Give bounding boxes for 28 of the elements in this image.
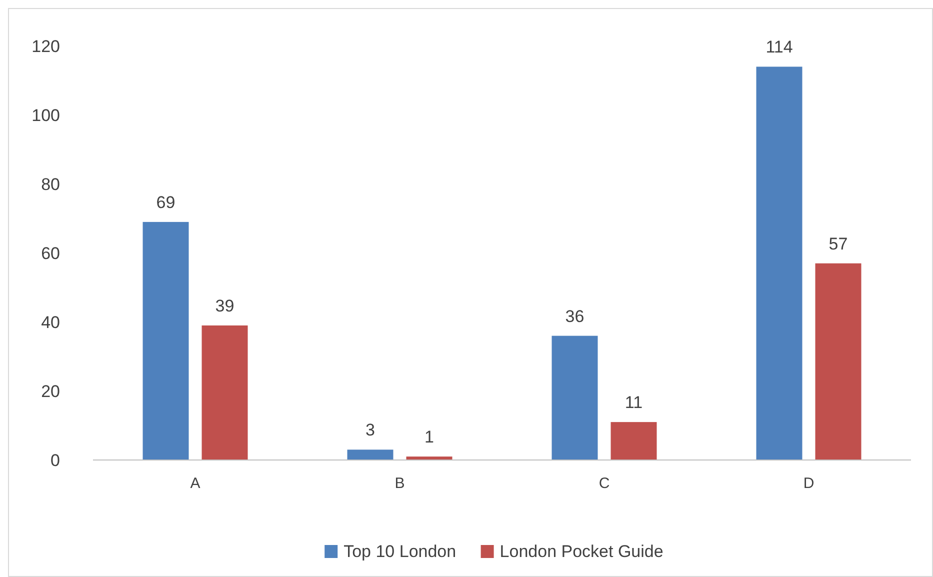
y-tick-label: 20	[41, 382, 60, 401]
y-tick-label: 40	[41, 313, 60, 332]
data-label: 1	[424, 428, 434, 447]
y-tick-label: 120	[32, 37, 60, 56]
x-tick-label: C	[598, 475, 610, 492]
data-label: 39	[215, 296, 234, 316]
x-tick-label: A	[190, 475, 200, 492]
bar	[610, 422, 657, 460]
data-label: 69	[156, 192, 176, 212]
bar	[142, 222, 189, 460]
legend-label: London Pocket Guide	[500, 542, 664, 561]
data-label: 36	[565, 306, 584, 326]
bar	[756, 66, 802, 460]
y-tick-label: 80	[41, 175, 60, 194]
data-label: 114	[766, 38, 793, 57]
data-label: 11	[624, 393, 643, 412]
y-tick-label: 100	[32, 106, 60, 125]
y-tick-label: 0	[50, 451, 60, 470]
bar	[552, 336, 598, 460]
data-label: 3	[366, 420, 375, 440]
y-tick-label: 60	[41, 244, 60, 263]
x-tick-label: B	[394, 475, 405, 492]
x-tick-label: D	[803, 475, 814, 492]
legend-label: Top 10 London	[344, 542, 456, 561]
bar	[202, 325, 248, 460]
bar	[815, 263, 862, 460]
bar	[347, 450, 394, 460]
data-label: 57	[828, 234, 848, 254]
